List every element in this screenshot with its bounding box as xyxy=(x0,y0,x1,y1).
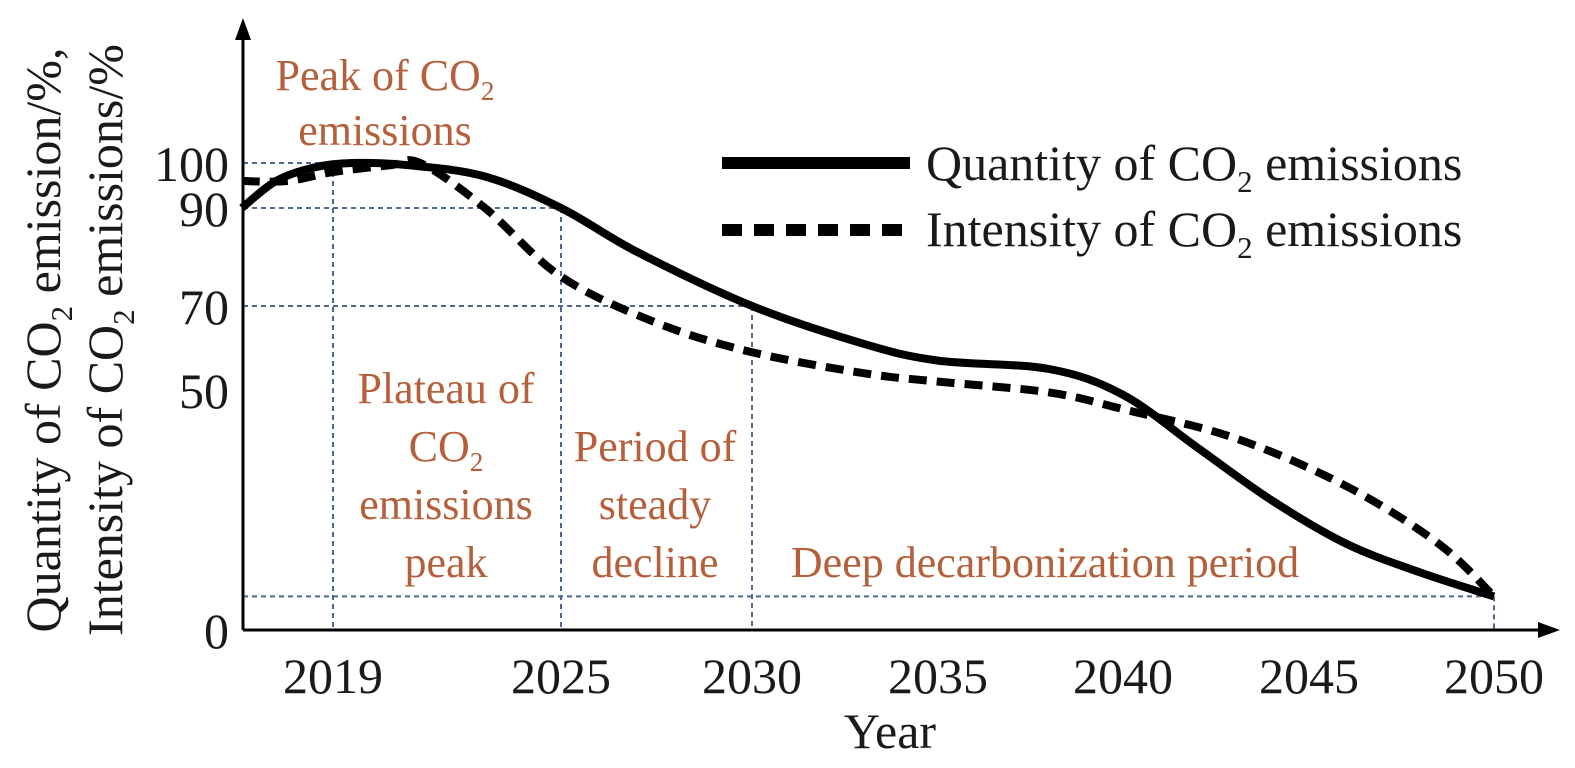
x-tick-2045: 2045 xyxy=(1259,648,1359,704)
series-layer xyxy=(239,156,1497,601)
annotation-deep-decarbonization: Deep decarbonization period xyxy=(791,538,1299,587)
x-axis-label: Year xyxy=(844,703,936,759)
dashed-guide-lines xyxy=(243,162,1495,630)
legend: Quantity of CO2 emissions Intensity of C… xyxy=(722,135,1462,265)
x-tick-2019: 2019 xyxy=(283,648,383,704)
svg-text:peak: peak xyxy=(404,538,487,587)
svg-text:Quantity of CO2 emission/%,: Quantity of CO2 emission/%, xyxy=(15,48,79,633)
x-tick-2040: 2040 xyxy=(1073,648,1173,704)
svg-text:steady: steady xyxy=(599,480,711,529)
series-line-intensity xyxy=(241,156,1497,600)
svg-text:decline: decline xyxy=(591,538,718,587)
y-tick-90: 90 xyxy=(179,181,229,237)
annotation-plateau: Plateau of CO2 emissions peak xyxy=(357,364,535,587)
legend-label-quantity: Quantity of CO2 emissions xyxy=(926,135,1462,199)
series-line-quantity xyxy=(239,158,1496,601)
x-tick-2050: 2050 xyxy=(1444,648,1544,704)
svg-text:Period of: Period of xyxy=(574,422,737,471)
y-axis-arrow xyxy=(235,18,251,40)
legend-label-intensity: Intensity of CO2 emissions xyxy=(926,201,1462,265)
x-axis-arrow xyxy=(1538,622,1560,638)
y-tick-50: 50 xyxy=(179,363,229,419)
annotation-peak: Peak of CO2 emissions xyxy=(276,51,495,155)
y-tick-100: 100 xyxy=(154,136,229,192)
svg-text:Plateau of: Plateau of xyxy=(357,364,535,413)
svg-text:CO2: CO2 xyxy=(409,422,484,477)
svg-text:emissions: emissions xyxy=(359,480,533,529)
y-tick-0: 0 xyxy=(204,603,229,659)
svg-text:Peak of CO2: Peak of CO2 xyxy=(276,51,495,106)
x-tick-2025: 2025 xyxy=(511,648,611,704)
annotation-steady-decline: Period of steady decline xyxy=(574,422,737,587)
y-axis-label: Quantity of CO2 emission/%, Intensity of… xyxy=(15,44,141,636)
x-tick-2035: 2035 xyxy=(888,648,988,704)
svg-text:emissions: emissions xyxy=(298,106,472,155)
y-tick-70: 70 xyxy=(179,279,229,335)
x-tick-2030: 2030 xyxy=(702,648,802,704)
svg-text:Intensity of CO2 emissions/%: Intensity of CO2 emissions/% xyxy=(77,44,141,636)
